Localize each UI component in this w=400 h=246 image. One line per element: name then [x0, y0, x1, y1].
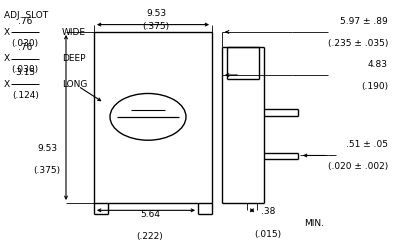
Text: .76: .76: [18, 43, 32, 52]
Text: .76: .76: [18, 17, 32, 26]
Text: (.015): (.015): [254, 230, 282, 239]
Text: DEEP: DEEP: [62, 54, 86, 63]
Text: ADJ. SLOT: ADJ. SLOT: [4, 11, 48, 20]
Text: (.020 ± .002): (.020 ± .002): [328, 162, 388, 171]
Text: 4.83: 4.83: [368, 60, 388, 69]
Text: (.222): (.222): [137, 232, 163, 242]
Text: .51 ± .05: .51 ± .05: [346, 140, 388, 149]
Text: (.235 ± .035): (.235 ± .035): [328, 39, 388, 48]
Text: (.190): (.190): [361, 82, 388, 92]
Text: WIDE: WIDE: [62, 28, 86, 37]
Text: (.030): (.030): [12, 65, 39, 74]
Text: (.030): (.030): [12, 39, 39, 48]
Text: (.375): (.375): [34, 166, 61, 175]
Text: MIN.: MIN.: [304, 219, 324, 228]
Text: 9.53: 9.53: [37, 143, 57, 153]
Text: 3.15: 3.15: [15, 68, 35, 77]
Text: X: X: [4, 80, 10, 89]
Text: (.124): (.124): [12, 91, 39, 100]
Bar: [94, 32, 212, 203]
Text: 5.64: 5.64: [140, 210, 160, 219]
Text: 9.53: 9.53: [146, 9, 166, 18]
Text: LONG: LONG: [62, 80, 87, 89]
Text: .38: .38: [261, 207, 275, 216]
Text: (.375): (.375): [142, 22, 170, 31]
Text: X: X: [4, 54, 10, 63]
Text: X: X: [4, 28, 10, 37]
Text: 5.97 ± .89: 5.97 ± .89: [340, 17, 388, 26]
